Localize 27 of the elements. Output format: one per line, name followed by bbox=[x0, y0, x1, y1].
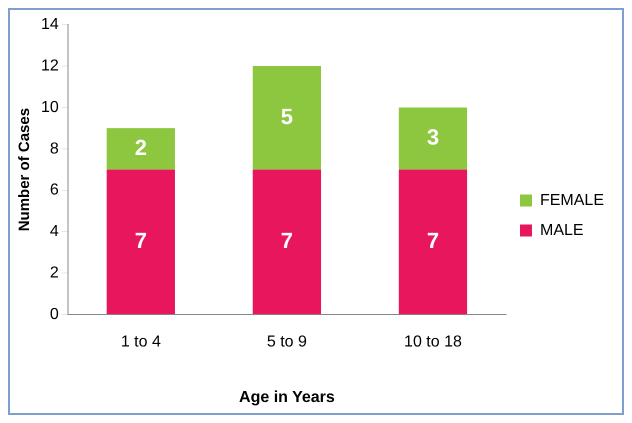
y-tick-label: 12 bbox=[41, 57, 59, 74]
data-label: 5 bbox=[280, 104, 294, 129]
data-label: 2 bbox=[134, 134, 147, 160]
bar bbox=[252, 170, 322, 314]
y-tick-label: 6 bbox=[50, 182, 59, 199]
bar bbox=[106, 170, 175, 314]
data-label: 7 bbox=[134, 228, 147, 253]
y-tick-label: 8 bbox=[50, 140, 59, 158]
legend-label: MALE bbox=[540, 222, 584, 239]
x-tick-label: 5 to 9 bbox=[266, 334, 308, 351]
y-tick-label: 14 bbox=[41, 16, 59, 34]
data-label: 7 bbox=[280, 228, 294, 253]
x-tick-label: 1 to 4 bbox=[120, 334, 161, 351]
bar bbox=[106, 128, 175, 170]
x-axis-title: Age in Years bbox=[239, 388, 335, 406]
y-tick-label: 10 bbox=[41, 98, 59, 116]
y-tick-label: 0 bbox=[50, 306, 59, 324]
y-tick-label: 2 bbox=[50, 264, 59, 282]
bar bbox=[398, 170, 468, 314]
y-axis-title: Number of Cases bbox=[16, 108, 34, 232]
legend-label: FEMALE bbox=[540, 192, 604, 209]
data-label: 3 bbox=[426, 124, 440, 150]
x-tick-label: 10 to 18 bbox=[404, 334, 462, 351]
bar bbox=[398, 107, 468, 170]
y-tick-label: 4 bbox=[50, 223, 59, 240]
data-label: 7 bbox=[426, 228, 440, 253]
bar bbox=[252, 66, 322, 170]
